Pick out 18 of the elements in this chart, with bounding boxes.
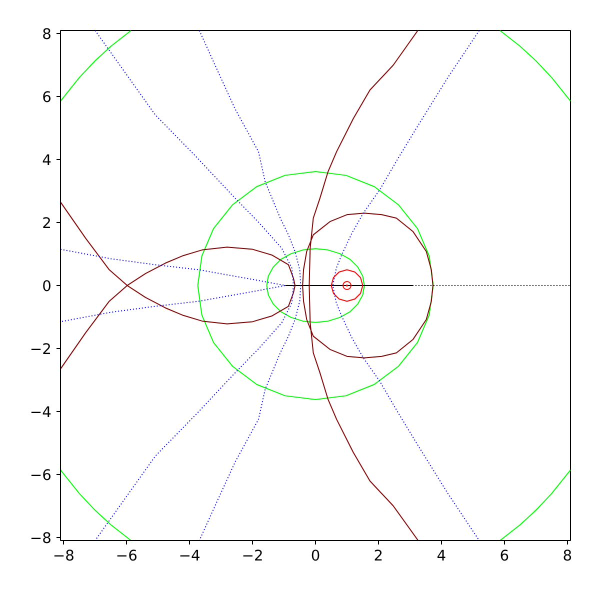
x-tick-label: 4: [436, 548, 446, 564]
y-tick-label: −6: [30, 466, 52, 484]
y-tick-label: 8: [42, 26, 52, 44]
y-tick-label: −8: [30, 530, 52, 547]
x-tick-label: −6: [116, 548, 138, 564]
y-tick-label: 2: [42, 215, 52, 232]
x-tick-label: −8: [52, 548, 74, 564]
x-tick-label: −2: [242, 548, 264, 564]
y-tick-label: 6: [42, 89, 52, 106]
x-tick-label: 2: [374, 548, 384, 564]
x-tick-label: −4: [178, 548, 200, 564]
y-tick-label: 4: [42, 152, 52, 170]
x-tick-label: 0: [310, 548, 320, 564]
y-tick-label: 0: [42, 278, 52, 295]
y-tick-label: −2: [30, 340, 52, 358]
y-tick-label: −4: [30, 404, 52, 421]
x-tick-label: 8: [562, 548, 572, 564]
x-tick-label: 6: [500, 548, 510, 564]
